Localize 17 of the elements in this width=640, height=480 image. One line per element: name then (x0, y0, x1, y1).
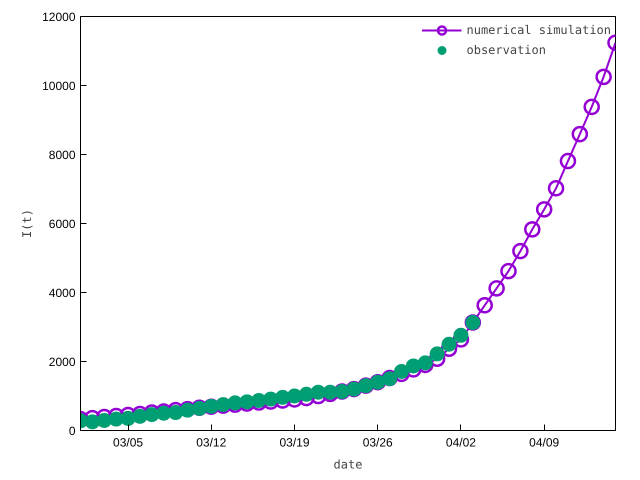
y-tick-label: 8000 (48, 148, 76, 162)
legend-label: observation (466, 43, 546, 57)
legend-label: numerical simulation (466, 23, 611, 37)
y-tick-label: 10000 (42, 79, 76, 93)
x-tick-label: 03/05 (113, 436, 144, 450)
y-axis-title: I(t) (20, 209, 34, 238)
y-tick-label: 12000 (42, 10, 76, 24)
y-tick-label: 2000 (48, 355, 76, 369)
x-tick-label: 03/19 (279, 436, 310, 450)
y-tick-label: 4000 (48, 286, 76, 300)
y-tick-label: 0 (68, 424, 76, 438)
y-tick-label: 6000 (48, 217, 76, 231)
x-tick-label: 04/02 (446, 436, 476, 450)
x-tick-label: 03/26 (362, 436, 394, 450)
x-tick-label: 04/09 (529, 436, 560, 450)
x-tick-label: 03/12 (196, 436, 227, 450)
x-axis-title: date (334, 458, 362, 472)
